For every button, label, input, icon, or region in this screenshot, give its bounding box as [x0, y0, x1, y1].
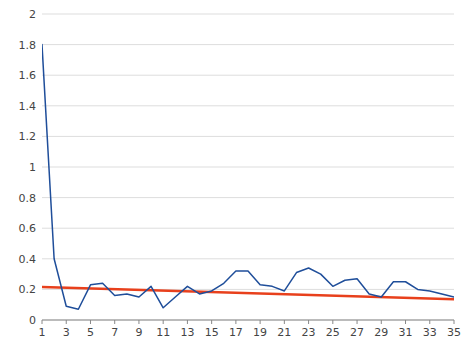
y-tick-label: 1.4 [19, 100, 37, 113]
x-tick-label: 15 [205, 326, 219, 339]
y-tick-label: 1.6 [19, 69, 37, 82]
y-tick-label: 0 [29, 314, 36, 327]
grid-line [42, 197, 454, 198]
grid-line [42, 320, 454, 321]
grid-line [42, 167, 454, 168]
y-tick-label: 0.8 [19, 192, 37, 205]
grid-line [42, 105, 454, 106]
x-tick [211, 320, 212, 324]
y-tick-label: 0.6 [19, 222, 37, 235]
grid-line [42, 75, 454, 76]
grid-line [42, 258, 454, 259]
x-tick [308, 320, 309, 324]
y-tick-label: 1.8 [19, 39, 37, 52]
grid-line [42, 14, 454, 15]
x-tick-label: 27 [350, 326, 364, 339]
line [42, 45, 454, 310]
x-tick [357, 320, 358, 324]
x-tick [405, 320, 406, 324]
y-tick-label: 1.2 [19, 130, 37, 143]
x-tick [235, 320, 236, 324]
x-tick-label: 1 [39, 326, 46, 339]
x-axis-line [42, 320, 454, 321]
chart: 00.20.40.60.811.21.41.61.821357911131517… [0, 0, 470, 350]
x-tick [429, 320, 430, 324]
x-tick-label: 11 [156, 326, 170, 339]
x-tick-label: 3 [63, 326, 70, 339]
x-tick [66, 320, 67, 324]
x-tick-label: 31 [399, 326, 413, 339]
plot-area [42, 45, 454, 310]
x-tick-label: 7 [111, 326, 118, 339]
x-tick [284, 320, 285, 324]
x-tick [260, 320, 261, 324]
x-tick [163, 320, 164, 324]
x-tick [114, 320, 115, 324]
x-axis: 1357911131517192123252729313335 [39, 320, 462, 339]
y-tick-label: 2 [29, 8, 36, 21]
x-tick-label: 21 [277, 326, 291, 339]
x-tick-label: 19 [253, 326, 267, 339]
x-tick [381, 320, 382, 324]
x-tick [90, 320, 91, 324]
x-tick [42, 320, 43, 324]
grid-line [42, 228, 454, 229]
x-tick [187, 320, 188, 324]
grid-line [42, 136, 454, 137]
y-tick-label: 0.2 [19, 283, 37, 296]
y-axis: 0 0.2 0.4 0.6 0.8 1 1.2 1.4 1.6 1.8 2 [19, 8, 455, 327]
x-tick [138, 320, 139, 324]
x-tick-label: 23 [302, 326, 316, 339]
x-tick [454, 320, 455, 324]
line [42, 287, 454, 299]
x-tick-label: 17 [229, 326, 243, 339]
y-tick-label: 1 [29, 161, 36, 174]
grid-line [42, 44, 454, 45]
x-tick-label: 9 [135, 326, 142, 339]
x-tick-label: 35 [447, 326, 461, 339]
x-tick-label: 25 [326, 326, 340, 339]
x-tick [332, 320, 333, 324]
x-tick-label: 29 [374, 326, 388, 339]
y-tick-label: 0.4 [19, 253, 37, 266]
x-tick-label: 5 [87, 326, 94, 339]
x-tick-label: 13 [180, 326, 194, 339]
x-tick-label: 33 [423, 326, 437, 339]
